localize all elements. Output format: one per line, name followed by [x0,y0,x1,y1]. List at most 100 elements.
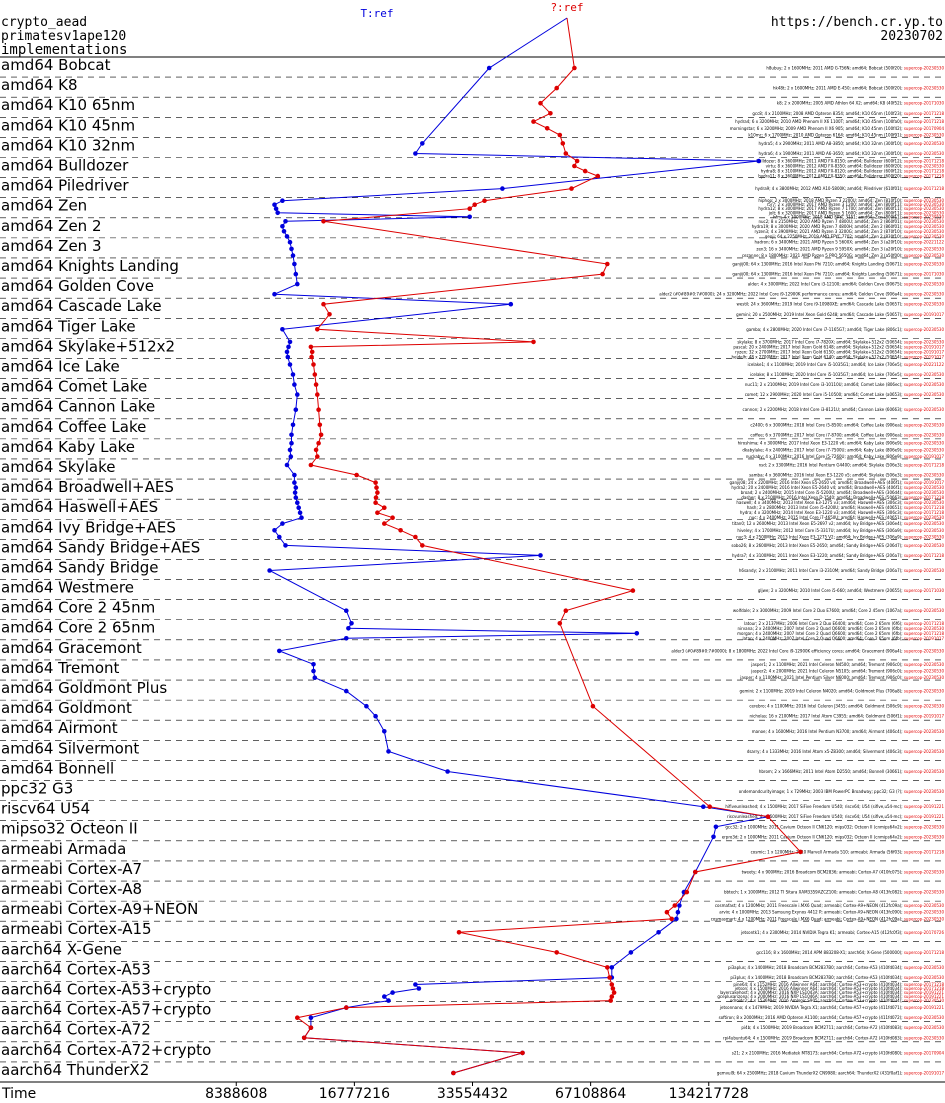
machine-label: gemini; 2 x 1100MHz; 2019 Intel Celeron … [739,689,944,694]
category-label: aarch64 ThunderX2 [1,1061,149,1079]
machine-label: hash; 2 x 2800MHz; 2013 Intel Core i5-42… [747,505,945,510]
machine-label: cosmic; 1 x 1200MHz; 2010 Marvell Armada… [751,849,945,854]
category-label: amd64 Bonnell [1,759,114,777]
series-t-point [382,729,387,734]
series-label-t: T:ref [360,7,393,20]
machine-label: westil; 24 x 3600MHz; 2019 Intel Core i9… [737,302,945,307]
series-q-point [798,849,803,855]
series-q-point [309,349,315,355]
category-label: amd64 Airmont [1,719,118,737]
category-label: riscv64 U54 [1,800,90,818]
machine-label: h8ubuy; 2 x 1600MHz; 2011 AMD G-T56N; am… [766,66,944,71]
machine-label: hydra4; 6 x 3200MHz; 2010 AMD Phenom II … [735,119,944,124]
machine-label: coffee; 6 x 3700MHz; 2017 Intel Core i7-… [750,432,944,437]
machine-label: icelake; 8 x 1100MHz; 2020 Intel Core i5… [750,372,944,377]
machine-label: zen3; 16 x 3400MHz; 2021 AMD Ryzen 9 595… [756,246,944,251]
series-t-point [382,994,387,999]
x-tick-label: 134217728 [669,1086,749,1102]
series-q-point [607,975,612,980]
series-t-point [445,769,450,774]
series-q-point [313,382,319,387]
category-label: aarch64 Cortex-A72+crypto [1,1041,211,1059]
series-t-point [467,214,473,220]
machine-label: samba; 4 x 3600MHz; 2016 Intel Xeon E3-1… [749,473,944,478]
series-q-point [569,186,574,191]
series-q-point [630,588,636,593]
machine-label: hiroshima; 4 x 3000MHz; 2017 Intel Xeon … [738,441,945,446]
series-t-point [386,749,391,754]
machine-label: ganjij00; 64 x 1300MHz; 2016 Intel Xeon … [732,272,944,277]
machine-label: ganjij08; 24 x 2200MHz; 2016 Intel Xeon … [730,480,945,485]
site-url[interactable]: https://bench.cr.yp.to [770,15,943,30]
machine-label: hydra; 4 x 3200MHz; 2014 Intel Xeon E3-1… [740,510,945,515]
series-t-point [344,608,349,613]
machine-label: k8; 2 x 2000MHz; 2005 AMD Athlon 64 X2; … [777,101,945,106]
series-q-point [390,515,395,520]
series-t-line [267,67,769,1074]
series-t-point [390,990,395,995]
category-label: amd64 Core 2 45nm [1,599,155,617]
series-t-point [277,648,282,654]
series-t-point [280,521,285,526]
series-t-point [500,186,505,191]
series-q-point [595,173,601,179]
series-t-point [416,986,422,991]
series-t-point [295,500,300,506]
x-tick-label: 33554432 [437,1086,508,1102]
series-t-point [287,362,293,367]
machine-label: hiphop; 2 x 3000MHz; 2018 AMD Ryzen 3 22… [758,198,944,203]
machine-label: hydra9; 4 x 3800MHz; 2012 AMD A10-5800K;… [755,186,944,191]
series-t-point [280,198,285,203]
machine-label: rpi4ubuntu64; 4 x 1500MHz; 2019 Broadcom… [723,1035,944,1040]
category-label: amd64 K10 32nm [1,136,135,154]
series-t-point [701,804,706,809]
series-t-point [386,998,391,1003]
series-q-point [301,1035,307,1041]
category-label: aarch64 Cortex-A72 [1,1021,151,1039]
machine-label: hydra19; 8 x 3000MHz; 2020 AMD Ryzen 7 4… [752,224,945,229]
category-label: armeabi Cortex-A7 [1,860,142,878]
category-label: amd64 Goldmont Plus [1,679,167,697]
series-t-point [296,505,302,511]
category-label: amd64 Kaby Lake [1,438,135,456]
series-t-point [675,909,681,915]
series-t-point [344,636,349,641]
series-t-point [344,688,349,694]
machine-label: pi4b; 4 x 1500MHz; 2019 Broadcom BCM2711… [741,1025,944,1030]
machine-label: hk48t; 2 x 1600MHz; 2011 AMD E-450; amd6… [773,86,944,91]
series-q-point [382,521,387,526]
machine-label: ryzen3; 4 x 3900MHz; 2021 AMD Ryzen 3 32… [754,229,944,234]
category-label: amd64 Zen 3 [1,237,102,255]
machine-label: gamba; 4 x 2800MHz; 2020 Intel Core i7-1… [746,327,944,332]
algorithm-name: primatesv1ape120 [1,29,127,44]
series-q-point [317,422,323,428]
machine-label: jetsonnano; 4 x 1479MHz; 2019 NVIDIA Teg… [719,1005,945,1010]
machine-label: icelake1; 4 x 1100MHz; 2019 Intel Core i… [748,362,945,367]
series-t-point [283,219,288,224]
series-t-point [292,472,297,478]
machine-label: s21; 2 x 2100MHz; 2016 Mediatek MT8173; … [732,1050,945,1055]
series-t-point [272,202,277,207]
machine-label: softiron; 8 x 2000MHz; 2016 AMD Opteron … [719,1015,945,1020]
machine-label: r5r7; 2 x 3000MHz; 2017 AMD Ryzen 3 1200… [767,202,945,207]
category-label: mipso32 Octeon II [1,820,138,838]
series-q-point [375,490,380,495]
series-t-point [285,354,291,360]
series-t-point [311,662,316,667]
date-label: 20230702 [880,29,943,44]
primitive-name: crypto_aead [1,15,88,30]
series-t-point [280,327,285,332]
series-t-point [609,965,615,970]
series-t-point [289,246,294,252]
series-q-point [321,219,326,224]
series-q-point [600,271,605,277]
category-label: aarch64 Cortex-A53+crypto [1,981,211,999]
machine-label: gcc116; 8 x 1600MHz; 2014 APM 883208-X1;… [756,950,944,955]
machine-label: c2400; 6 x 3000MHz; 2018 Intel Core i5-8… [750,422,944,427]
series-t-point [284,462,290,468]
category-label: armeabi Cortex-A9+NEON [1,900,198,918]
machine-label: nuc2; 8 x 2150MHz; 2020 AMD Ryzen 7 4800… [758,219,944,224]
series-q-point [344,1005,349,1010]
machine-label: pi3aplus; 4 x 1400MHz; 2018 Broadcom BCM… [728,965,945,970]
